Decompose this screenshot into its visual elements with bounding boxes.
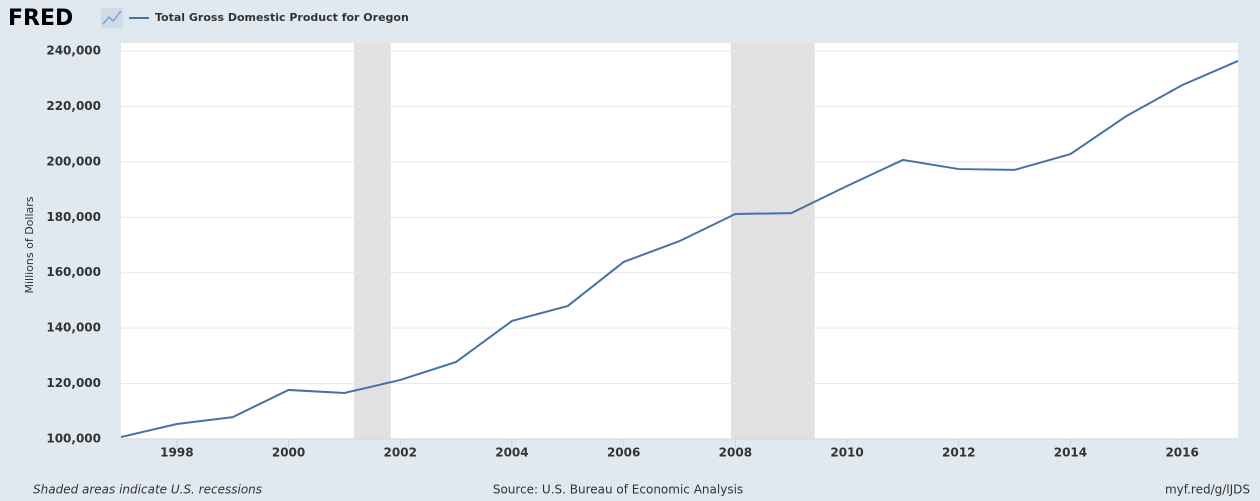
x-tick-label: 2010: [830, 446, 863, 460]
x-tick-label: 2012: [942, 446, 975, 460]
recession-band: [353, 43, 391, 439]
x-tick-label: 1998: [160, 446, 193, 460]
y-tick-label: 200,000: [46, 154, 101, 168]
recession-note: Shaded areas indicate U.S. recessions: [33, 483, 262, 497]
x-tick-label: 2008: [719, 446, 752, 460]
x-tick-label: 2016: [1165, 446, 1198, 460]
x-tick-label: 2002: [384, 446, 417, 460]
x-tick-label: 2004: [495, 446, 528, 460]
y-tick-label: 180,000: [46, 210, 101, 224]
logo-icon-line: [102, 10, 122, 25]
logo: FRED: [8, 6, 73, 31]
legend-label: Total Gross Domestic Product for Oregon: [155, 11, 409, 24]
y-tick-label: 140,000: [46, 321, 101, 335]
logo-icon: [101, 8, 123, 28]
recession-band: [730, 43, 815, 439]
data-line: [120, 60, 1239, 439]
y-tick-label: 160,000: [46, 265, 101, 279]
x-tick-label: 2000: [272, 446, 305, 460]
link[interactable]: myf.red/g/lJDS: [1165, 483, 1250, 497]
y-tick-label: 240,000: [46, 44, 101, 58]
y-tick-label: 220,000: [46, 99, 101, 113]
x-tick-label: 2006: [607, 446, 640, 460]
y-axis-label: Millions of Dollars: [23, 196, 36, 293]
source: Source: U.S. Bureau of Economic Analysis: [493, 483, 743, 497]
x-tick-label: 2014: [1054, 446, 1087, 460]
y-tick-label: 100,000: [46, 432, 101, 446]
y-tick-label: 120,000: [46, 376, 101, 390]
